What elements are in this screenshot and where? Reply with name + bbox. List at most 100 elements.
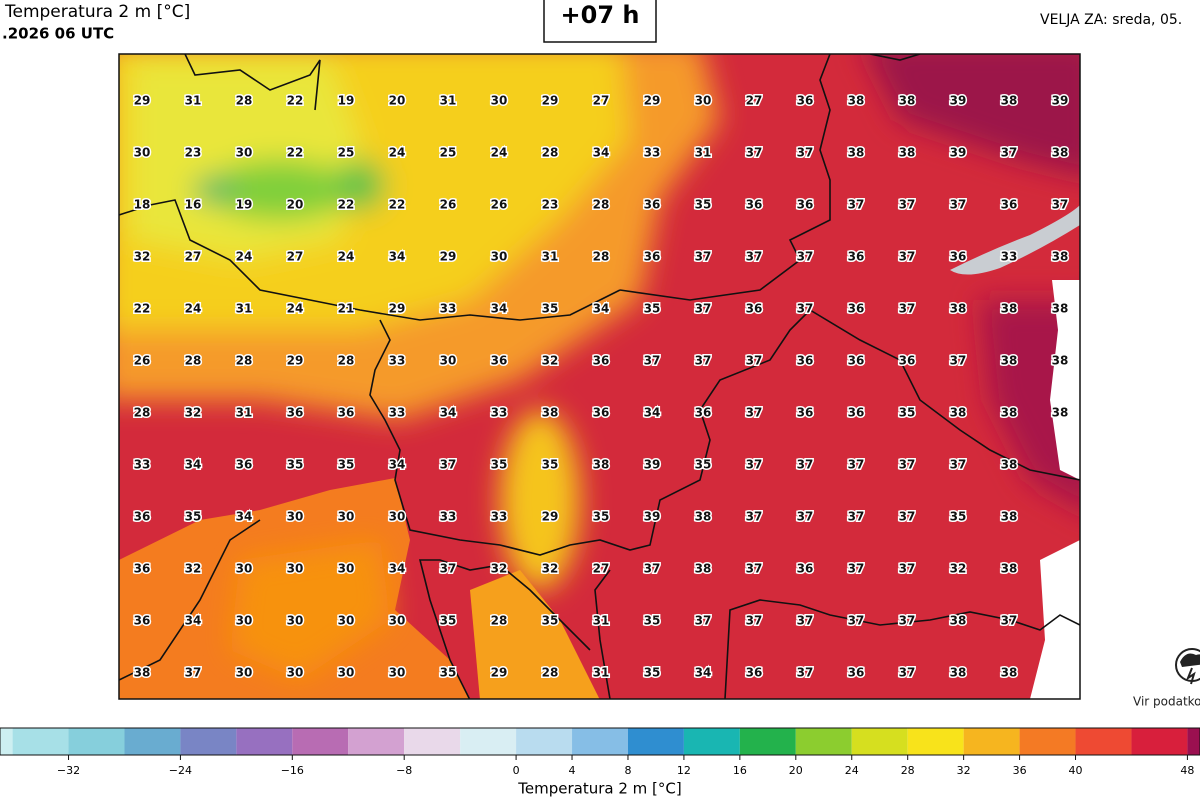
grid-value: 38 <box>848 146 865 160</box>
grid-value: 34 <box>491 302 508 316</box>
grid-value: 37 <box>899 250 916 264</box>
colorbar-bin <box>851 728 908 755</box>
grid-value: 36 <box>797 406 814 420</box>
colorbar-bin <box>572 728 628 755</box>
grid-value: 36 <box>695 406 712 420</box>
grid-value: 37 <box>848 562 865 576</box>
colorbar-bin <box>68 728 125 755</box>
colorbar-bin <box>180 728 237 755</box>
grid-value: 24 <box>236 250 253 264</box>
colorbar-tick-label: 16 <box>733 764 747 777</box>
colorbar-tick-label: 40 <box>1069 764 1083 777</box>
grid-value: 33 <box>134 458 151 472</box>
grid-value: 39 <box>1052 94 1069 108</box>
grid-value: 35 <box>899 406 916 420</box>
colorbar-tick-label: 12 <box>677 764 691 777</box>
grid-value: 36 <box>593 354 610 368</box>
grid-value: 36 <box>848 302 865 316</box>
grid-value: 32 <box>491 562 508 576</box>
grid-value: 34 <box>644 406 661 420</box>
valid-time: VELJA ZA: sreda, 05. <box>1040 12 1182 28</box>
grid-value: 24 <box>389 146 406 160</box>
grid-value: 38 <box>1052 354 1069 368</box>
grid-value: 31 <box>695 146 712 160</box>
grid-value: 31 <box>542 250 559 264</box>
grid-value: 35 <box>644 666 661 680</box>
grid-value: 38 <box>1001 354 1018 368</box>
grid-value: 36 <box>746 302 763 316</box>
grid-value: 31 <box>185 94 202 108</box>
grid-value: 19 <box>338 94 355 108</box>
grid-value: 35 <box>542 302 559 316</box>
grid-value: 27 <box>593 562 610 576</box>
grid-value: 37 <box>899 458 916 472</box>
grid-value: 25 <box>440 146 457 160</box>
grid-value: 38 <box>1052 250 1069 264</box>
grid-value: 37 <box>644 354 661 368</box>
grid-value: 29 <box>134 94 151 108</box>
grid-value: 37 <box>797 666 814 680</box>
grid-value: 36 <box>797 354 814 368</box>
grid-value: 39 <box>644 458 661 472</box>
grid-value: 37 <box>899 666 916 680</box>
grid-value: 37 <box>950 354 967 368</box>
grid-value: 36 <box>797 94 814 108</box>
grid-value: 30 <box>236 562 253 576</box>
grid-value: 23 <box>542 198 559 212</box>
grid-value: 38 <box>1001 458 1018 472</box>
grid-value: 30 <box>236 146 253 160</box>
grid-value: 37 <box>746 250 763 264</box>
grid-value: 26 <box>134 354 151 368</box>
grid-value: 22 <box>389 198 406 212</box>
grid-value: 37 <box>1052 198 1069 212</box>
grid-value: 27 <box>185 250 202 264</box>
grid-value: 38 <box>695 562 712 576</box>
grid-value: 38 <box>899 146 916 160</box>
grid-value: 26 <box>440 198 457 212</box>
grid-value: 37 <box>797 302 814 316</box>
temperature-map <box>119 54 1080 699</box>
title: Temperatura 2 m [°C] <box>4 2 190 22</box>
grid-value: 37 <box>440 458 457 472</box>
grid-value: 39 <box>644 510 661 524</box>
grid-value: 33 <box>389 354 406 368</box>
run-time: .2026 06 UTC <box>2 25 114 43</box>
grid-value: 28 <box>236 354 253 368</box>
grid-value: 37 <box>746 510 763 524</box>
grid-value: 37 <box>440 562 457 576</box>
colorbar-bin <box>1131 728 1188 755</box>
grid-value: 37 <box>746 458 763 472</box>
grid-value: 30 <box>695 94 712 108</box>
grid-value: 31 <box>440 94 457 108</box>
colorbar-tick-label: 20 <box>789 764 803 777</box>
grid-value: 28 <box>185 354 202 368</box>
grid-value: 32 <box>542 354 559 368</box>
grid-value: 37 <box>848 458 865 472</box>
grid-value: 36 <box>746 666 763 680</box>
grid-value: 36 <box>950 250 967 264</box>
grid-value: 30 <box>389 510 406 524</box>
grid-value: 37 <box>797 146 814 160</box>
grid-value: 34 <box>440 406 457 420</box>
grid-value: 33 <box>491 510 508 524</box>
grid-value: 38 <box>950 614 967 628</box>
grid-value: 37 <box>1001 614 1018 628</box>
grid-value: 38 <box>899 94 916 108</box>
colorbar-tick-label: 4 <box>569 764 576 777</box>
colorbar-bin <box>12 728 69 755</box>
grid-value: 37 <box>1001 146 1018 160</box>
grid-value: 30 <box>491 250 508 264</box>
grid-value: 25 <box>338 146 355 160</box>
grid-value: 37 <box>746 562 763 576</box>
grid-value: 37 <box>797 458 814 472</box>
grid-value: 34 <box>389 250 406 264</box>
grid-value: 35 <box>542 614 559 628</box>
grid-value: 32 <box>542 562 559 576</box>
colorbar-tick-label: −32 <box>57 764 80 777</box>
grid-value: 37 <box>848 198 865 212</box>
colorbar-frame <box>0 727 1200 756</box>
grid-value: 29 <box>542 510 559 524</box>
colorbar-tick-label: 32 <box>957 764 971 777</box>
colorbar-tick-label: 48 <box>1180 764 1194 777</box>
